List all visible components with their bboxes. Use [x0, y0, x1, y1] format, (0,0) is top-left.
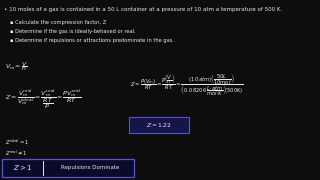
Text: ▪ Determine if the gas is ideally-behaved or real.: ▪ Determine if the gas is ideally-behave… [10, 29, 136, 34]
Text: $Z = 1.22$: $Z = 1.22$ [146, 121, 172, 129]
Text: $Z > 1$: $Z > 1$ [13, 163, 33, 172]
Text: $Z^{real} \neq 1$: $Z^{real} \neq 1$ [5, 149, 28, 158]
Text: $Z^{ideal} = 1$: $Z^{ideal} = 1$ [5, 138, 29, 147]
Text: ▪ Calculate the compression factor, Z: ▪ Calculate the compression factor, Z [10, 20, 106, 25]
Text: $V_m = \dfrac{V}{n}$: $V_m = \dfrac{V}{n}$ [5, 60, 28, 73]
FancyBboxPatch shape [129, 117, 189, 133]
FancyBboxPatch shape [2, 159, 134, 177]
Text: Repulsions Dominate: Repulsions Dominate [61, 165, 119, 170]
Text: $Z = \dfrac{P(V_m)}{RT} = \dfrac{P\!\left(\dfrac{V}{n}\right)}{RT} = \dfrac{(10\: $Z = \dfrac{P(V_m)}{RT} = \dfrac{P\!\lef… [130, 72, 244, 98]
Text: $Z = \dfrac{V_m^{real}}{V_m^{ideal}} = \dfrac{V_m^{real}}{\dfrac{RT}{P}} = \dfra: $Z = \dfrac{V_m^{real}}{V_m^{ideal}} = \… [5, 88, 82, 111]
Text: • 10 moles of a gas is contained in a 50 L container at a pressure of 10 atm a t: • 10 moles of a gas is contained in a 50… [4, 7, 282, 12]
Text: ▪ Determine if repulsions or attractions predominate in the gas.: ▪ Determine if repulsions or attractions… [10, 38, 174, 43]
